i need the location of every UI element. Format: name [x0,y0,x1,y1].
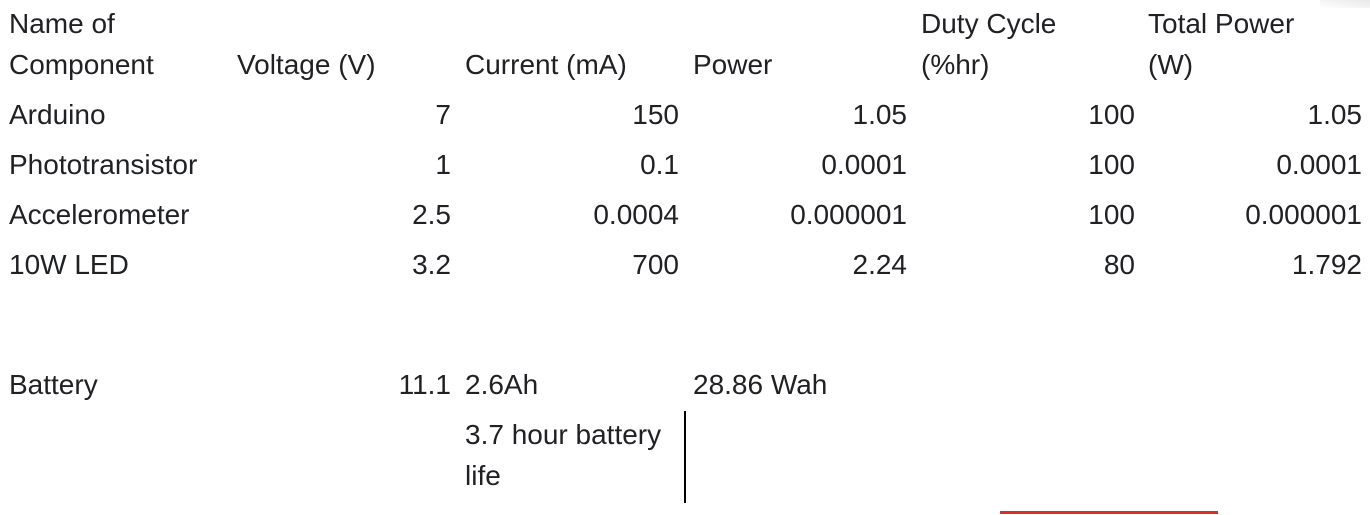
cell-power[interactable]: 1.05 [852,99,908,130]
cell-current[interactable]: 0.0004 [593,199,679,230]
cell-component-name[interactable]: Phototransistor [9,149,198,180]
header-duty-cycle: Duty Cycle (%hr) [921,8,1057,80]
header-voltage: Voltage (V) [237,49,376,80]
cell-voltage[interactable]: 7 [435,99,451,130]
cell-duty-cycle[interactable]: 100 [1088,99,1135,130]
cell-battery-name[interactable]: Battery [9,369,98,400]
cell-total-power[interactable]: 0.000001 [1245,199,1362,230]
cell-voltage[interactable]: 3.2 [412,249,451,280]
cell-power[interactable]: 2.24 [852,249,908,280]
header-power: Power [693,49,773,80]
cell-total-power[interactable]: 1.792 [1291,249,1362,280]
cell-duty-cycle[interactable]: 80 [1103,249,1135,280]
cell-voltage[interactable]: 2.5 [412,199,451,230]
cell-component-name[interactable]: Arduino [9,99,106,130]
header-current: Current (mA) [465,49,627,80]
cell-battery-voltage[interactable]: 11.1 [398,369,451,400]
cell-component-name[interactable]: Accelerometer [9,199,190,230]
corner-shadow [1320,0,1370,8]
cell-component-name[interactable]: 10W LED [9,249,129,280]
cell-current[interactable]: 700 [632,249,679,280]
cell-power[interactable]: 0.000001 [790,199,907,230]
cell-battery-life-note[interactable]: 3.7 hour battery life [465,419,662,491]
cell-current[interactable]: 0.1 [640,149,679,180]
header-component: Name of Component [9,8,154,80]
cell-power[interactable]: 0.0001 [821,149,907,180]
cell-total-power[interactable]: 0.0001 [1276,149,1362,180]
cell-voltage[interactable]: 1 [435,149,451,180]
cell-duty-cycle[interactable]: 100 [1088,199,1135,230]
cell-battery-energy[interactable]: 28.86 Wah [693,369,828,400]
cell-battery-capacity[interactable]: 2.6Ah [465,369,539,400]
text-cursor [684,411,686,503]
cell-current[interactable]: 150 [632,99,679,130]
cell-duty-cycle[interactable]: 100 [1088,149,1135,180]
header-total-power: Total Power (W) [1148,8,1295,80]
cell-total-power[interactable]: 1.05 [1307,99,1363,130]
selection-underline [1000,511,1218,514]
